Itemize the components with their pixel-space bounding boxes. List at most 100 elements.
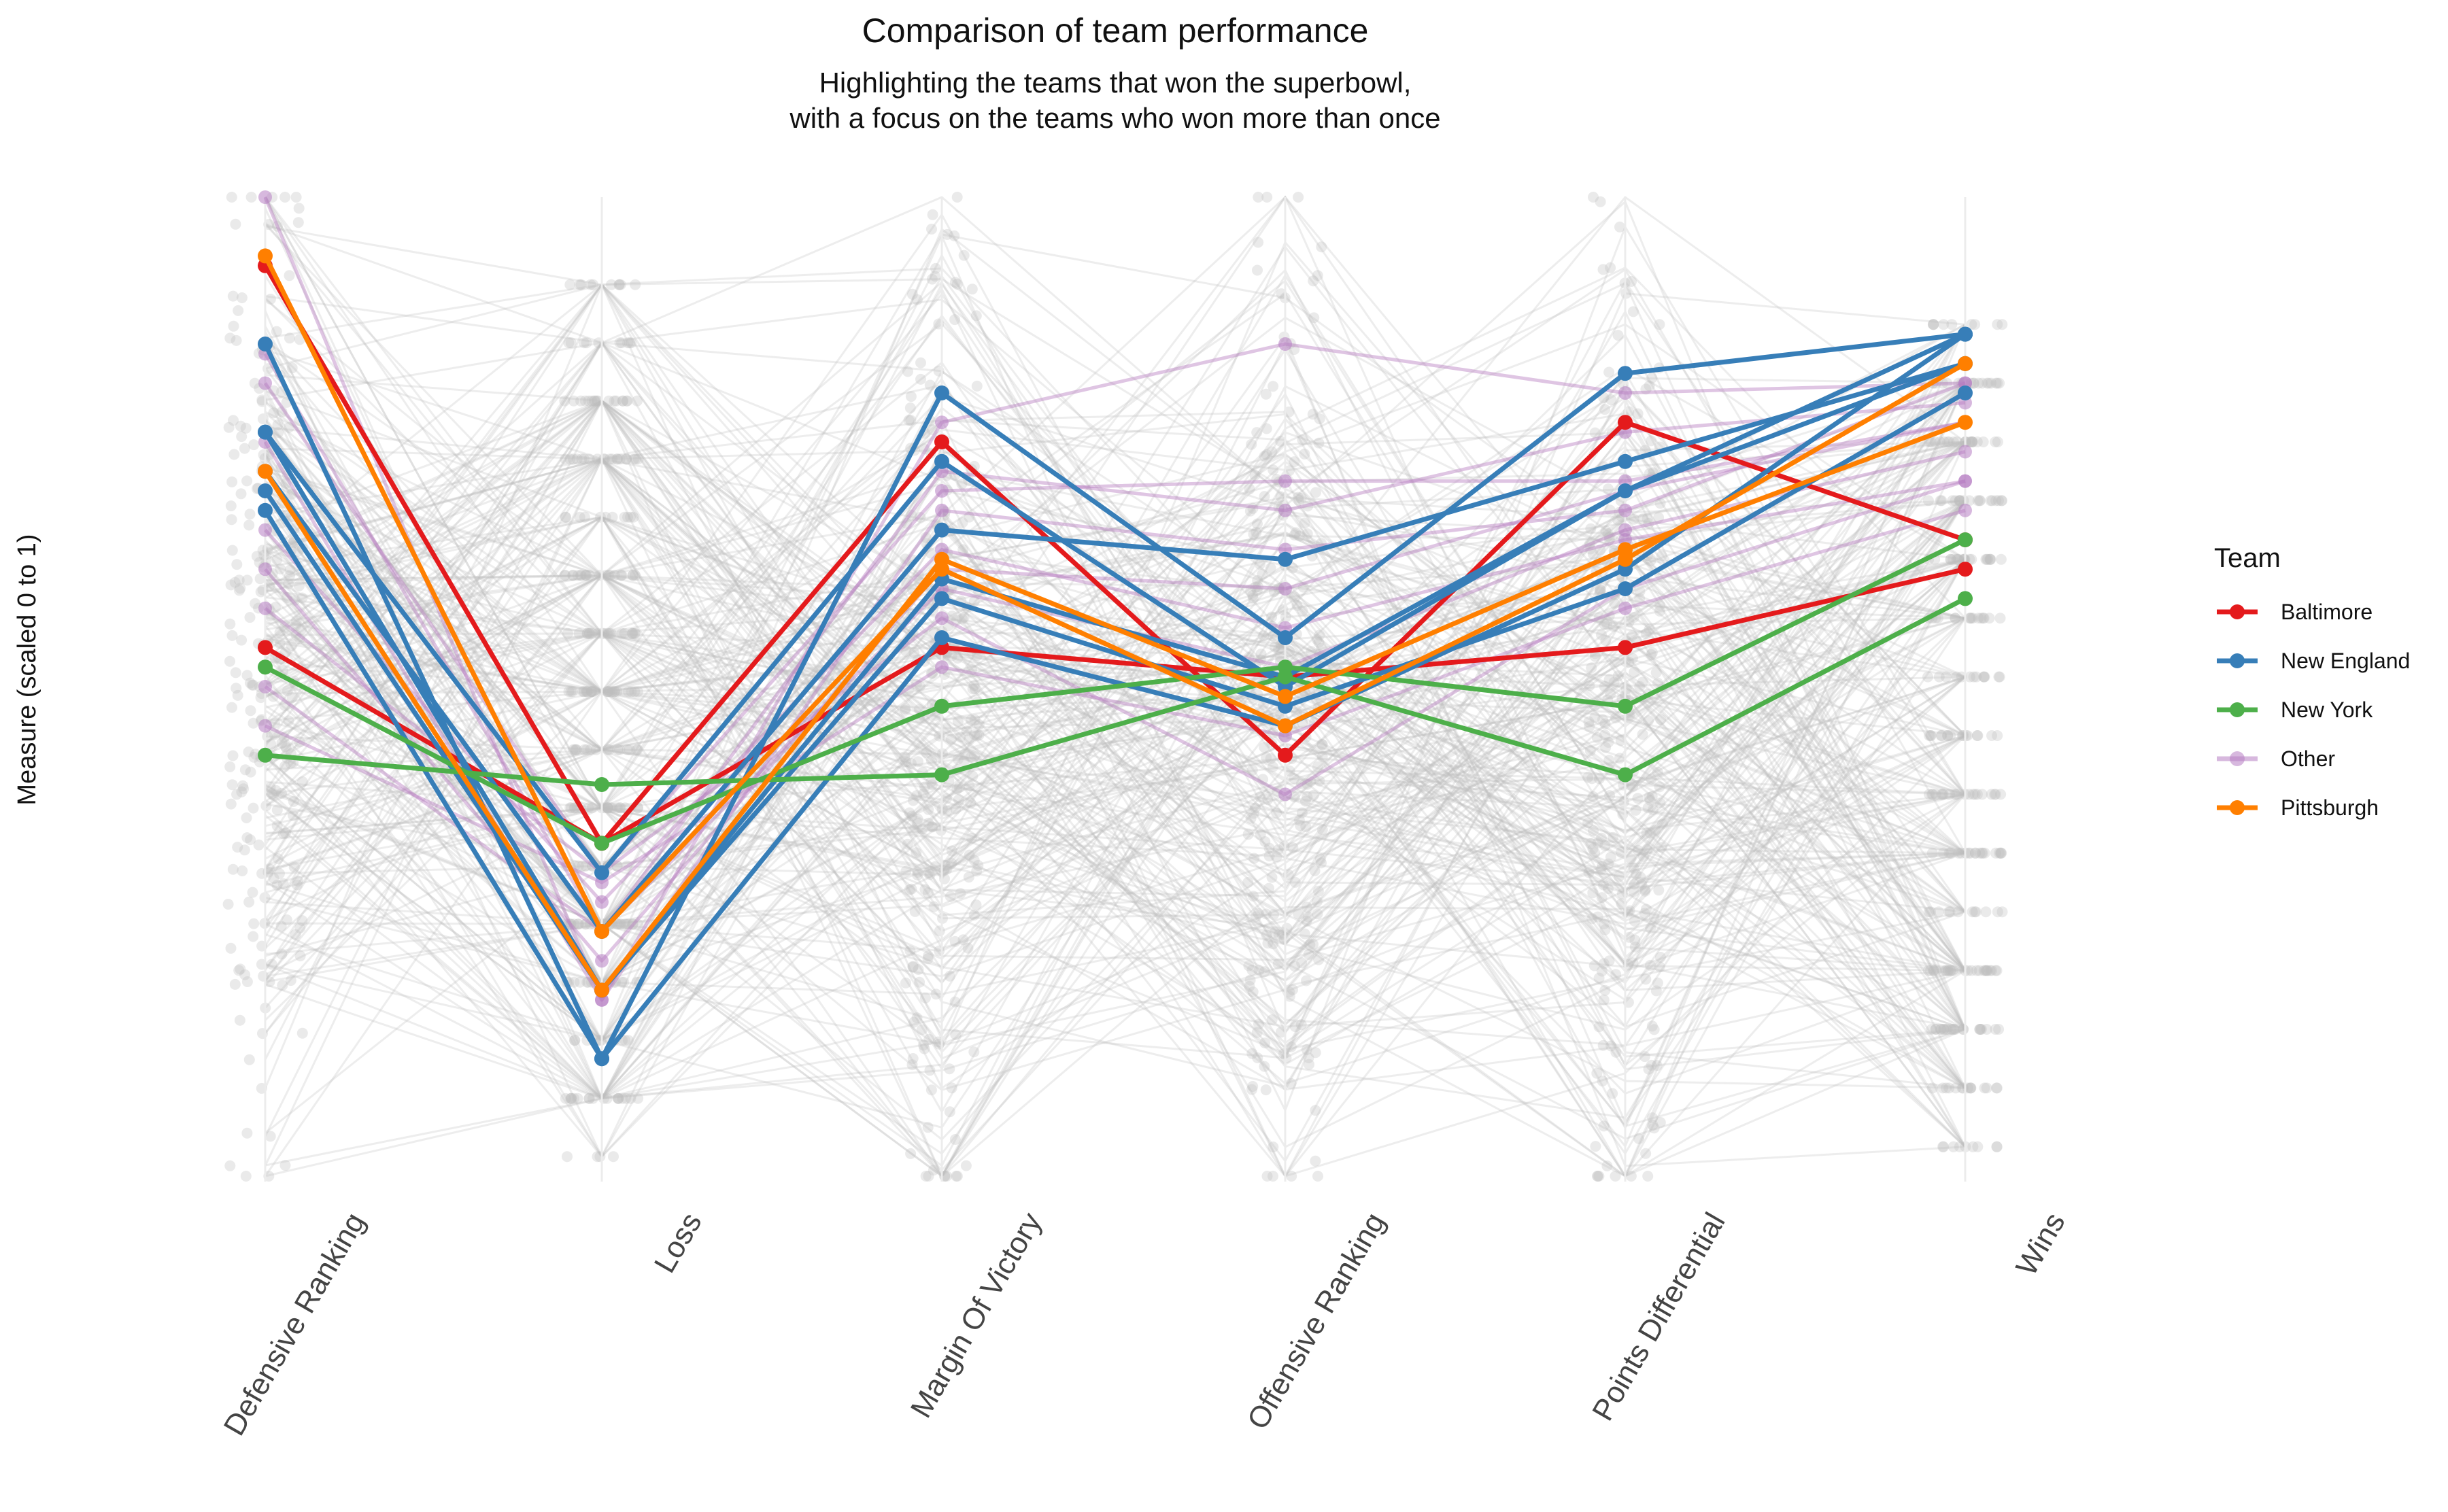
background-point: [1926, 847, 1938, 859]
series-point-other: [595, 954, 609, 968]
background-point: [1637, 851, 1649, 863]
background-point: [248, 679, 259, 691]
background-point: [1255, 649, 1267, 659]
background-line: [265, 441, 1966, 751]
background-line: [264, 339, 1967, 1089]
background-point: [1289, 961, 1300, 972]
background-line: [265, 549, 1967, 906]
background-point: [243, 746, 254, 757]
background-point: [1646, 373, 1658, 384]
background-point: [1940, 671, 1952, 683]
background-point: [944, 1106, 955, 1118]
background-point: [906, 288, 918, 300]
background-point: [1275, 651, 1286, 663]
background-line: [264, 196, 1966, 956]
background-point: [1969, 847, 1981, 859]
background-line: [264, 399, 1967, 1089]
background-point: [616, 570, 628, 581]
background-point: [1286, 1171, 1297, 1182]
background-point: [1614, 221, 1625, 233]
series-point-other: [1618, 523, 1632, 537]
background-point: [946, 845, 957, 857]
background-line: [264, 352, 1967, 984]
background-point: [1600, 526, 1612, 537]
background-point: [1284, 645, 1295, 657]
background-point: [580, 570, 592, 581]
background-point: [613, 1093, 624, 1104]
series-point-baltimore: [1618, 640, 1633, 655]
background-point: [947, 611, 958, 622]
background-line: [265, 224, 1967, 1113]
background-point: [1981, 553, 1992, 565]
background-point: [245, 192, 257, 203]
background-point: [255, 692, 267, 704]
background-point: [628, 628, 639, 639]
background-point: [603, 628, 615, 639]
background-point: [949, 230, 960, 241]
series-point-other: [258, 523, 272, 537]
background-point: [1642, 1171, 1654, 1182]
background-point: [272, 419, 284, 430]
background-point: [1283, 406, 1295, 417]
background-point: [1943, 436, 1955, 447]
background-point: [1308, 312, 1320, 324]
background-point: [1938, 1024, 1950, 1035]
background-point: [566, 1093, 577, 1104]
background-point: [241, 574, 253, 586]
background-line: [264, 324, 1967, 1149]
background-point: [1603, 674, 1615, 685]
background-line: [264, 292, 1966, 1042]
background-point: [1643, 1063, 1654, 1075]
background-point: [1977, 436, 1989, 447]
background-line: [265, 632, 1966, 972]
background-point: [1599, 404, 1610, 415]
background-line: [265, 317, 1966, 1089]
background-point: [965, 797, 976, 809]
background-point: [1275, 1027, 1287, 1038]
background-point: [1994, 613, 2006, 624]
background-point: [1618, 796, 1630, 808]
background-point: [1244, 980, 1255, 992]
background-point: [235, 963, 246, 975]
background-point: [576, 453, 588, 465]
background-point: [1995, 553, 2007, 565]
background-point: [290, 929, 301, 940]
background-point: [1584, 680, 1595, 691]
background-point: [276, 787, 287, 799]
background-point: [233, 965, 245, 976]
background-point: [1310, 487, 1321, 498]
background-point: [1640, 383, 1652, 395]
background-point: [1989, 789, 2001, 800]
background-point: [1625, 853, 1636, 864]
background-point: [279, 761, 290, 772]
background-point: [291, 879, 303, 891]
background-point: [615, 279, 626, 290]
background-point: [1597, 714, 1608, 725]
series-point-new-york: [594, 777, 609, 792]
background-point: [1285, 1041, 1297, 1052]
background-point: [1289, 876, 1301, 888]
background-point: [914, 681, 925, 692]
background-point: [611, 860, 623, 872]
background-line: [265, 515, 1967, 1100]
background-point: [1991, 1141, 2003, 1152]
background-point: [621, 860, 632, 872]
background-line: [265, 382, 1967, 1127]
background-point: [629, 628, 641, 639]
series-point-other: [1278, 474, 1292, 488]
y-axis-label: Measure (scaled 0 to 1): [13, 534, 41, 805]
background-line: [265, 617, 1966, 1026]
background-point: [605, 802, 616, 814]
background-point: [583, 1093, 595, 1104]
background-point: [1629, 934, 1641, 946]
background-line: [265, 432, 1967, 972]
background-point: [1259, 836, 1271, 847]
background-point: [268, 789, 279, 801]
background-point: [632, 453, 644, 465]
background-point: [601, 1093, 613, 1104]
background-point: [1253, 581, 1264, 593]
background-line: [264, 367, 1967, 876]
background-point: [1599, 729, 1610, 740]
background-point: [1991, 1141, 2003, 1152]
background-point: [565, 337, 577, 349]
